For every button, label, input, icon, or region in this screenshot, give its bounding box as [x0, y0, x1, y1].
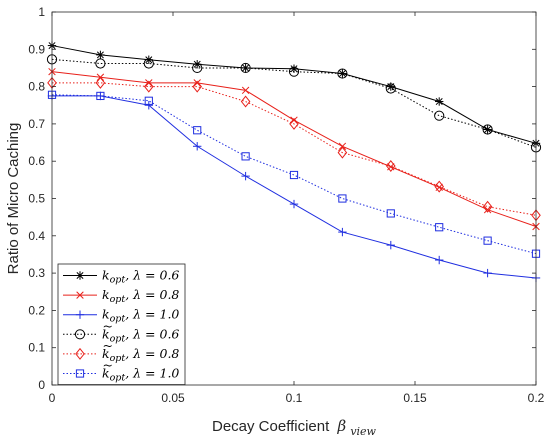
data-point	[192, 80, 203, 93]
y-tick-label: 0.5	[28, 192, 45, 206]
legend-marker	[75, 271, 85, 280]
data-point	[289, 117, 299, 130]
series-line	[51, 58, 537, 148]
y-tick-label: 0.7	[28, 117, 45, 131]
x-tick-label: 0.1	[286, 391, 303, 405]
y-tick-label: 0	[38, 378, 45, 392]
legend-marker	[75, 310, 85, 319]
data-point	[96, 50, 105, 60]
data-point	[483, 268, 492, 278]
data-point	[241, 86, 250, 95]
data-point	[435, 97, 444, 106]
data-point	[483, 236, 492, 245]
data-point	[386, 240, 395, 250]
legend-marker	[76, 291, 84, 299]
legend-label: kopt, λ = 0.6	[102, 268, 179, 286]
legend-marker	[75, 347, 85, 360]
data-point	[240, 95, 251, 108]
series-line	[51, 94, 537, 255]
y-tick-label: 1	[38, 5, 45, 19]
x-tick-label: 0	[49, 391, 56, 405]
data-point	[145, 79, 153, 87]
y-tick-label: 0.4	[28, 229, 45, 243]
x-tick-label: 0.2	[528, 391, 545, 405]
legend-entry: kopt, λ = 0.8~	[63, 338, 179, 364]
legend-label: kopt, λ = 0.8	[102, 287, 179, 305]
legend-entry: kopt, λ = 0.6~	[63, 318, 179, 344]
data-point	[289, 64, 299, 73]
series-3	[47, 91, 541, 283]
data-point	[289, 170, 299, 180]
data-point	[288, 66, 300, 77]
legend-entry: kopt, λ = 1.0	[63, 307, 179, 325]
legend-box	[57, 263, 186, 385]
plot-frame	[51, 11, 537, 386]
x-axis-label-symbol: β	[336, 417, 346, 435]
legend-marker	[74, 329, 86, 340]
legend-entry: kopt, λ = 1.0~	[63, 358, 179, 384]
x-axis-label-text: Decay Coefficient	[212, 418, 330, 435]
data-point	[338, 142, 347, 150]
data-point	[338, 194, 347, 203]
data-point	[241, 171, 250, 181]
legend-label: kopt, λ = 1.0	[102, 307, 179, 325]
legend-label: kopt, λ = 1.0	[102, 366, 179, 384]
data-point	[193, 126, 202, 135]
data-point	[193, 142, 202, 151]
data-point	[143, 58, 154, 69]
x-tick-label: 0.15	[403, 391, 427, 405]
x-axis-label: Decay Coefficient β view	[212, 417, 377, 438]
legend-tilde: ~	[103, 338, 113, 353]
data-point	[95, 58, 106, 69]
data-point	[96, 91, 105, 101]
legend-tilde: ~	[103, 358, 113, 373]
data-point	[337, 68, 348, 79]
data-point	[435, 223, 444, 232]
legend-entry: kopt, λ = 0.8	[63, 287, 179, 305]
series-line	[52, 82, 537, 216]
y-tick-label: 0.1	[28, 341, 45, 355]
data-point	[338, 227, 347, 237]
x-axis-label-subscript: view	[350, 425, 376, 438]
y-axis-label: Ratio of Micro Caching	[5, 123, 22, 275]
data-point	[435, 255, 444, 265]
legend-entry: kopt, λ = 0.6	[63, 268, 179, 286]
data-point	[240, 62, 251, 74]
data-point	[290, 116, 298, 124]
data-point	[385, 83, 396, 94]
data-point	[385, 160, 396, 173]
data-point	[289, 199, 299, 209]
data-point	[144, 101, 153, 110]
data-point	[434, 180, 445, 193]
data-point	[483, 125, 492, 134]
y-tick-label: 0.3	[28, 266, 45, 280]
data-point	[434, 110, 445, 121]
data-point	[192, 62, 203, 74]
data-point	[482, 200, 493, 213]
data-point	[95, 76, 106, 89]
data-point	[241, 152, 250, 161]
y-tick-label: 0.2	[28, 303, 45, 317]
y-tick-label: 0.8	[28, 80, 45, 94]
data-point	[144, 96, 153, 105]
data-point	[337, 146, 348, 159]
data-point	[193, 79, 201, 87]
legend-tilde: ~	[103, 318, 113, 333]
x-tick-label: 0.05	[161, 391, 185, 405]
legend-marker	[75, 369, 85, 378]
y-tick-label: 0.6	[28, 154, 45, 168]
y-tick-label: 0.9	[28, 42, 45, 56]
legend-label: kopt, λ = 0.8	[102, 346, 179, 364]
data-point	[143, 80, 154, 93]
data-point	[482, 124, 493, 135]
data-point	[386, 209, 395, 218]
legend-label: kopt, λ = 0.6	[102, 326, 179, 344]
